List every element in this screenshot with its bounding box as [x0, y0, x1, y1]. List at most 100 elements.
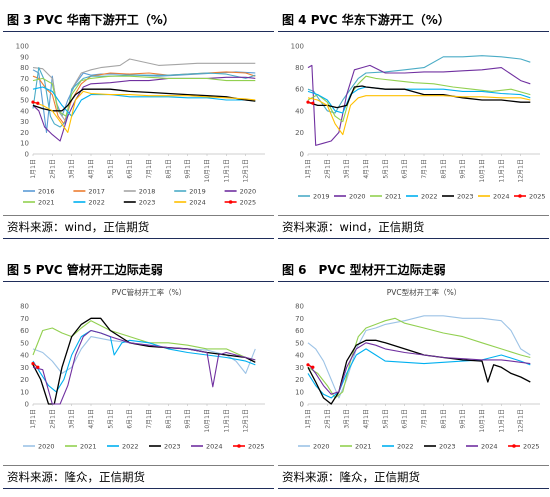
series-line-2022	[32, 329, 256, 393]
x-tick-label: 8月1日	[440, 409, 447, 429]
legend-label: 2022	[88, 199, 105, 207]
series-line-2024	[307, 342, 531, 395]
legend-label: 2024	[493, 193, 510, 201]
x-tick-label: 6月1日	[127, 159, 134, 179]
legend-label: 2022	[421, 193, 438, 201]
series-point-2025	[311, 101, 315, 105]
x-tick-label: 4月1日	[363, 159, 370, 179]
x-tick-label: 1月1日	[305, 159, 312, 179]
y-tick-label: 30	[20, 118, 29, 126]
series-point-2025	[31, 100, 35, 104]
legend-label: 2021	[385, 193, 402, 201]
x-tick-label: 2月1日	[324, 159, 331, 179]
x-tick-label: 9月1日	[460, 409, 467, 429]
legend-item-2023: 2023	[123, 199, 155, 207]
x-tick-label: 12月1日	[518, 409, 525, 432]
series-line-2021	[32, 320, 256, 361]
legend-label: 2020	[349, 193, 366, 201]
x-tick-label: 3月1日	[344, 159, 351, 179]
x-tick-label: 5月1日	[382, 159, 389, 179]
x-tick-label: 5月1日	[382, 409, 389, 429]
y-tick-label: 20	[20, 376, 29, 384]
legend-label: 2019	[313, 193, 330, 201]
x-tick-label: 10月1日	[204, 409, 211, 432]
x-tick-label: 7月1日	[421, 159, 428, 179]
y-tick-label: 70	[20, 315, 29, 323]
x-tick-label: 11月1日	[498, 409, 505, 432]
legend-marker	[237, 444, 241, 448]
legend-item-2021: 2021	[370, 193, 402, 201]
chart-south-china-downstream: 0 10 20 30 40 50 60 70 80 90 100 1月1日 2月1日 3月1日 4月1日 5月…	[16, 43, 265, 207]
legend-label: 2023	[457, 193, 474, 201]
y-tick-label: 60	[20, 327, 29, 335]
x-tick-label: 9月1日	[185, 159, 192, 179]
y-tick-label: 100	[291, 43, 304, 51]
chart-pipe-operating-rate: PVC管材开工率（%） 0 10 20 30 40 50 60 70 80 1月1日 2月1日 3月1日…	[20, 287, 265, 451]
legend-label: 2018	[139, 188, 156, 196]
x-tick-label: 1月1日	[30, 159, 37, 179]
y-tick-label: 50	[20, 339, 29, 347]
y-tick-label: 10	[20, 388, 29, 396]
x-tick-label: 4月1日	[363, 409, 370, 429]
y-tick-label: 60	[295, 86, 304, 94]
series-line-2023	[32, 317, 256, 405]
y-tick-label: 30	[20, 364, 29, 372]
legend-item-2023: 2023	[442, 193, 474, 201]
series-point-2025	[36, 365, 40, 369]
y-tick-label: 0	[25, 151, 29, 159]
y-tick-label: 80	[20, 303, 29, 311]
y-tick-label: 40	[295, 352, 304, 360]
series-line-2021	[32, 75, 256, 117]
y-tick-label: 10	[20, 140, 29, 148]
x-tick-label: 10月1日	[479, 159, 486, 182]
series-line-2019	[32, 67, 256, 128]
source-note: 资料来源：wind，正信期货	[3, 215, 274, 239]
legend-item-2025: 2025	[224, 199, 256, 207]
legend-item-2022: 2022	[406, 193, 438, 201]
y-tick-label: 10	[295, 388, 304, 396]
legend-item-2024: 2024	[466, 443, 498, 451]
series-line-2023	[307, 339, 531, 405]
legend-marker	[518, 194, 522, 198]
legend-label: 2024	[481, 443, 498, 451]
y-tick-label: 60	[295, 327, 304, 335]
series-line-2024	[307, 95, 531, 136]
y-tick-label: 40	[20, 352, 29, 360]
legend-item-2020: 2020	[334, 193, 366, 201]
x-tick-label: 11月1日	[223, 409, 230, 432]
legend-label: 2023	[439, 443, 456, 451]
legend-item-2019: 2019	[298, 193, 330, 201]
x-tick-label: 12月1日	[518, 159, 525, 182]
series-point-2025	[31, 361, 35, 366]
legend-item-2022: 2022	[107, 443, 139, 451]
legend-label: 2022	[397, 443, 414, 451]
legend-label: 2020	[313, 443, 330, 451]
y-tick-label: 60	[20, 86, 29, 94]
series-line-2022	[307, 348, 531, 399]
series-point-2025	[311, 365, 315, 369]
figure-title: 图 3 PVC 华南下游开工（%）	[3, 8, 274, 32]
series-line-2023	[307, 85, 531, 109]
legend-item-2022: 2022	[382, 443, 414, 451]
x-tick-label: 9月1日	[460, 159, 467, 179]
legend-label: 2021	[80, 443, 97, 451]
y-tick-label: 50	[20, 97, 29, 105]
legend-item-2021: 2021	[65, 443, 97, 451]
legend-item-2021: 2021	[340, 443, 372, 451]
series-line-2024	[32, 90, 256, 133]
series-point-2025	[36, 101, 40, 105]
chart-title: PVC型材开工率（%）	[387, 287, 462, 297]
chart-title: PVC管材开工率（%）	[112, 287, 187, 297]
x-tick-label: 5月1日	[107, 409, 114, 429]
y-tick-label: 50	[295, 339, 304, 347]
legend-item-2025: 2025	[514, 193, 546, 201]
series-line-2022	[32, 86, 256, 117]
x-tick-label: 7月1日	[146, 159, 153, 179]
legend-label: 2024	[206, 443, 223, 451]
figure-title: 图 5 PVC 管材开工边际走弱	[3, 258, 274, 282]
legend-label: 2023	[164, 443, 181, 451]
x-tick-label: 8月1日	[440, 159, 447, 179]
y-tick-label: 70	[295, 315, 304, 323]
chart-east-china-downstream: 0 20 40 60 80 100 1月1日 2月1日 3月1日 4月1日 5月1日 6月1日 7月1日…	[291, 43, 546, 201]
x-tick-label: 3月1日	[69, 409, 76, 429]
